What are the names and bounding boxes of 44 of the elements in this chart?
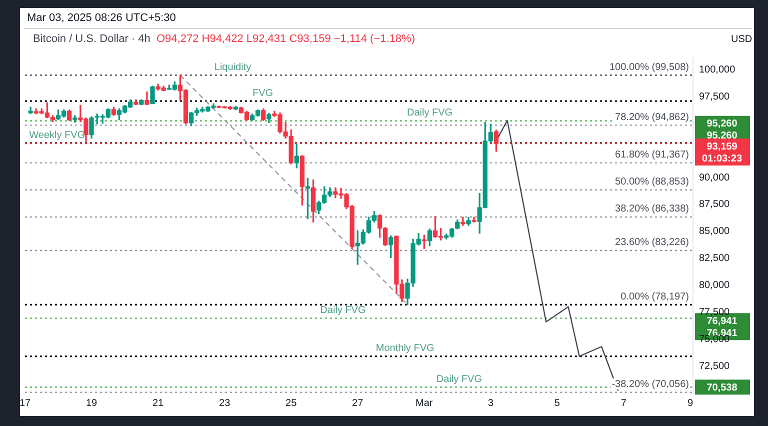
ref-line-label: Weekly FVG bbox=[29, 130, 86, 141]
ref-line-label: Daily FVG bbox=[320, 304, 366, 316]
ref-line-label: 0.00% (78,197) bbox=[620, 291, 689, 302]
ref-line-label: FVG bbox=[252, 88, 274, 99]
y-tick-label: 97,500 bbox=[699, 92, 730, 103]
text: Mar 03, 2025 08:26 UTC+5:30 bbox=[27, 12, 176, 24]
x-tick-label: 7 bbox=[620, 398, 627, 409]
y-tick-label: 85,000 bbox=[699, 226, 730, 238]
text: 95,260 bbox=[706, 130, 738, 142]
x-tick-label: 19 bbox=[86, 398, 98, 409]
ref-line-label: -38.20% (70,056) bbox=[612, 379, 689, 390]
y-tick-label: 87,500 bbox=[699, 199, 730, 210]
x-tick-label: 5 bbox=[554, 398, 560, 409]
x-tick-label: 17 bbox=[19, 398, 31, 409]
ref-line-label: 50.00% (88,853) bbox=[615, 176, 689, 188]
text: 93,159 bbox=[706, 141, 738, 152]
x-tick-label: 27 bbox=[352, 398, 364, 409]
text: 95,260 bbox=[706, 118, 738, 130]
chart-subtitle: O94,272 H94,422 L92,431 C93,159 −1,114 (−1.18%) bbox=[156, 33, 415, 45]
y-tick-label: 90,000 bbox=[699, 172, 730, 184]
text: 70,538 bbox=[706, 382, 738, 394]
ref-line-label: Daily FVG bbox=[436, 374, 482, 385]
x-tick-label: 25 bbox=[286, 398, 298, 409]
ref-line-label: 23.60% (83,226) bbox=[615, 237, 689, 248]
y-tick-label: 72,500 bbox=[699, 360, 730, 372]
ref-line-label: Liquidity bbox=[214, 62, 252, 73]
x-tick-label: 3 bbox=[488, 398, 494, 409]
y-tick-label: 80,000 bbox=[699, 280, 730, 291]
y-axis-title: USD bbox=[731, 34, 752, 45]
ref-line-label: 78.20% (94,862) bbox=[615, 112, 689, 123]
text: 01:03:23 bbox=[702, 153, 742, 164]
text: 76,941 bbox=[706, 316, 738, 327]
ref-line-label: Daily FVG bbox=[407, 108, 453, 119]
x-tick-label: Mar bbox=[416, 398, 434, 409]
ref-line-label: 61.80% (91,367) bbox=[615, 150, 689, 161]
x-tick-label: 21 bbox=[152, 398, 164, 409]
ref-line-label: 38.20% (86,338) bbox=[615, 204, 689, 215]
chart-title: Bitcoin / U.S. Dollar · 4h bbox=[33, 33, 150, 45]
y-tick-label: 100,000 bbox=[699, 64, 736, 76]
y-tick-label: 82,500 bbox=[699, 253, 730, 264]
ref-line-label: 100.00% (99,508) bbox=[609, 62, 689, 73]
x-tick-label: 9 bbox=[687, 398, 694, 409]
x-tick-label: 23 bbox=[219, 398, 231, 409]
ref-line-label: Monthly FVG bbox=[376, 343, 434, 354]
